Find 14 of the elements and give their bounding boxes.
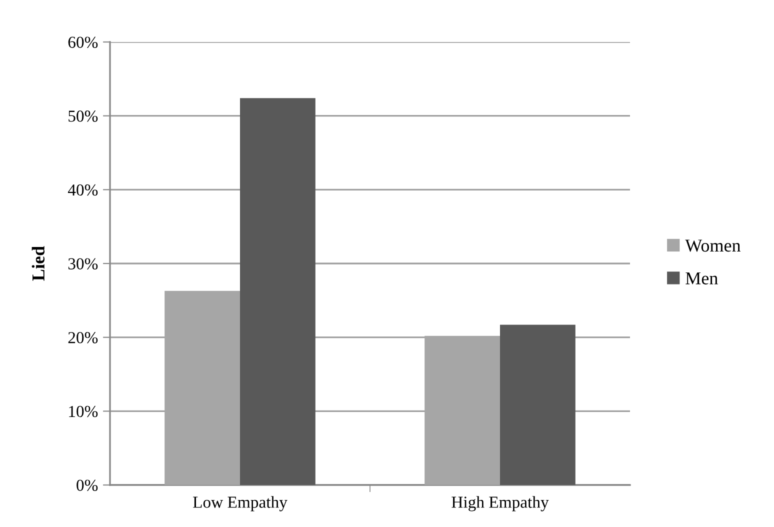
y-tick-label: 0%: [76, 480, 98, 491]
y-tick-label: 30%: [68, 258, 98, 270]
y-tick-label: 60%: [68, 36, 98, 48]
y-tick-label: 20%: [68, 332, 98, 344]
bar: [500, 324, 576, 485]
bar: [240, 98, 316, 485]
y-tick-label: 40%: [68, 184, 98, 196]
legend-label: Women: [685, 240, 741, 252]
x-tick-label: Low Empathy: [193, 496, 288, 512]
y-tick-label: 50%: [68, 110, 98, 122]
x-tick-label: High Empathy: [452, 496, 549, 512]
legend-label: Men: [686, 272, 718, 284]
y-tick-label: 10%: [69, 406, 98, 418]
y-axis-title: Lied: [32, 246, 45, 281]
